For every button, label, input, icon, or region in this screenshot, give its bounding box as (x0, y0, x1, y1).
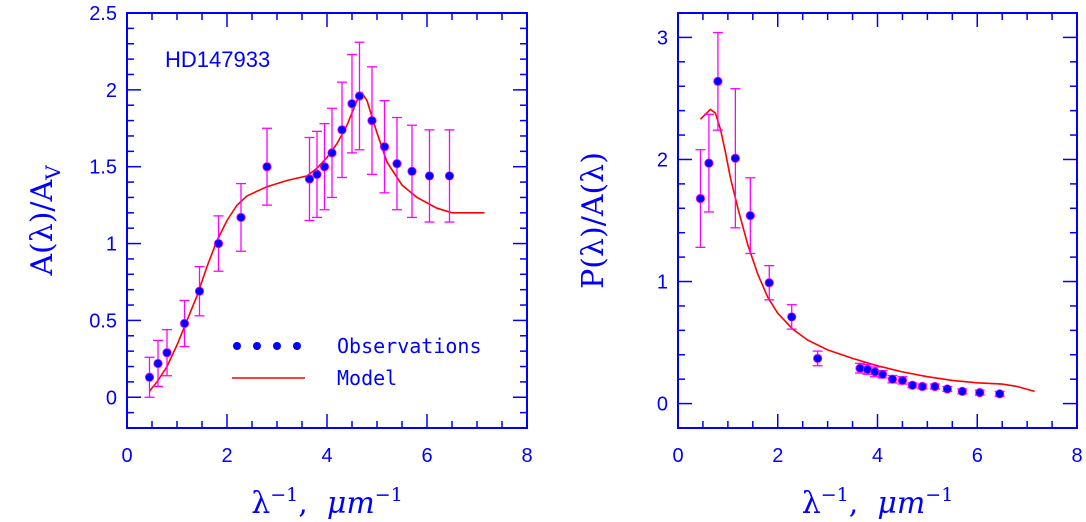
observation-point (153, 358, 163, 369)
observation-point (162, 348, 172, 358)
y-axis-title: A(λ)/AV (25, 165, 65, 277)
observation-point (367, 115, 377, 126)
observation-point (975, 388, 985, 398)
y-axis-text: A(λ)/A (25, 179, 60, 276)
x-tick-label: 4 (872, 445, 883, 467)
x-axis-unit: μm (327, 486, 375, 521)
observation-point (704, 158, 714, 168)
observation-point (347, 99, 357, 109)
legend-observation-marker (273, 342, 281, 350)
observation-point (262, 162, 272, 172)
observation-point (236, 212, 246, 223)
y-tick-label: 0.5 (89, 310, 117, 332)
observation-point (304, 174, 315, 184)
observation-point (179, 318, 190, 329)
observation-point (787, 312, 797, 322)
legend-observations-label: Observations (337, 334, 482, 358)
observation-point (887, 374, 898, 384)
legend-observation-marker (253, 342, 261, 350)
observation-point (745, 211, 755, 221)
model-curve (699, 108, 1035, 393)
x-axis-unit: μm (877, 486, 925, 521)
y-tick-label: 1 (657, 272, 668, 294)
x-axis-separator: , (298, 486, 327, 521)
y-tick-label: 0 (657, 394, 668, 416)
y-tick-label: 2 (657, 149, 668, 171)
observation-point (354, 91, 365, 101)
observation-point (942, 384, 952, 394)
observation-point (813, 353, 823, 364)
x-tick-label: 4 (321, 445, 332, 467)
left-panel-extinction: 0 2 4 6 800.511.522.5λ−1, μm−1A(λ)/AVHD14793… (25, 3, 533, 521)
x-axis-title: λ−1, μm−1 (802, 484, 954, 521)
observation-point (917, 381, 927, 392)
y-axis-subscript: V (41, 165, 65, 181)
x-tick-label: 8 (521, 445, 532, 467)
observation-point (897, 375, 908, 385)
observation-point (730, 153, 740, 163)
observation-point (144, 372, 155, 382)
legend-observation-marker (233, 342, 241, 350)
star-label: HD147933 (165, 47, 270, 72)
observation-point (424, 171, 435, 181)
observation-point (930, 381, 940, 392)
legend-observation-marker (293, 342, 301, 350)
observation-point (444, 171, 455, 181)
x-tick-label: 0 (672, 445, 683, 467)
observation-point (213, 238, 224, 249)
observation-point (327, 148, 337, 158)
y-tick-label: 3 (657, 27, 668, 49)
x-axis-title: λ−1, μm−1 (251, 484, 403, 521)
observation-point (312, 169, 322, 179)
y-axis-title: P(λ)/A(λ) (576, 152, 611, 289)
x-axis-exponent: −1 (821, 484, 849, 506)
observation-point (407, 166, 417, 176)
observation-point (319, 162, 330, 172)
x-tick-label: 8 (1071, 445, 1082, 467)
y-tick-label: 2 (106, 80, 117, 102)
x-axis-unit-exponent: −1 (925, 484, 953, 506)
y-tick-label: 0 (106, 387, 117, 409)
x-tick-label: 0 (121, 445, 132, 467)
y-axis-text: P(λ)/A(λ) (576, 152, 611, 289)
observation-point (957, 386, 967, 396)
legend-model-label: Model (337, 366, 397, 390)
x-axis-unit-exponent: −1 (375, 484, 403, 506)
observation-point (855, 363, 865, 373)
observation-point (337, 125, 347, 135)
x-tick-label: 6 (972, 445, 983, 467)
observation-point (379, 142, 390, 152)
observation-point (695, 193, 706, 204)
x-tick-label: 2 (772, 445, 783, 467)
observation-point (877, 369, 888, 379)
x-axis-exponent: −1 (270, 484, 298, 506)
y-tick-label: 2.5 (89, 3, 117, 25)
x-axis-symbol: λ (802, 486, 821, 521)
x-axis-symbol: λ (251, 486, 270, 521)
observation-point (995, 389, 1005, 399)
y-tick-label: 1 (106, 234, 117, 256)
plot-frame (126, 12, 528, 429)
observation-point (764, 278, 774, 288)
x-tick-label: 2 (221, 445, 232, 467)
observation-point (194, 286, 205, 296)
observation-point (392, 159, 402, 169)
observation-point (713, 76, 723, 86)
x-axis-separator: , (849, 486, 878, 521)
observation-point (907, 380, 918, 390)
y-tick-label: 1.5 (89, 157, 117, 179)
x-tick-label: 6 (421, 445, 432, 467)
